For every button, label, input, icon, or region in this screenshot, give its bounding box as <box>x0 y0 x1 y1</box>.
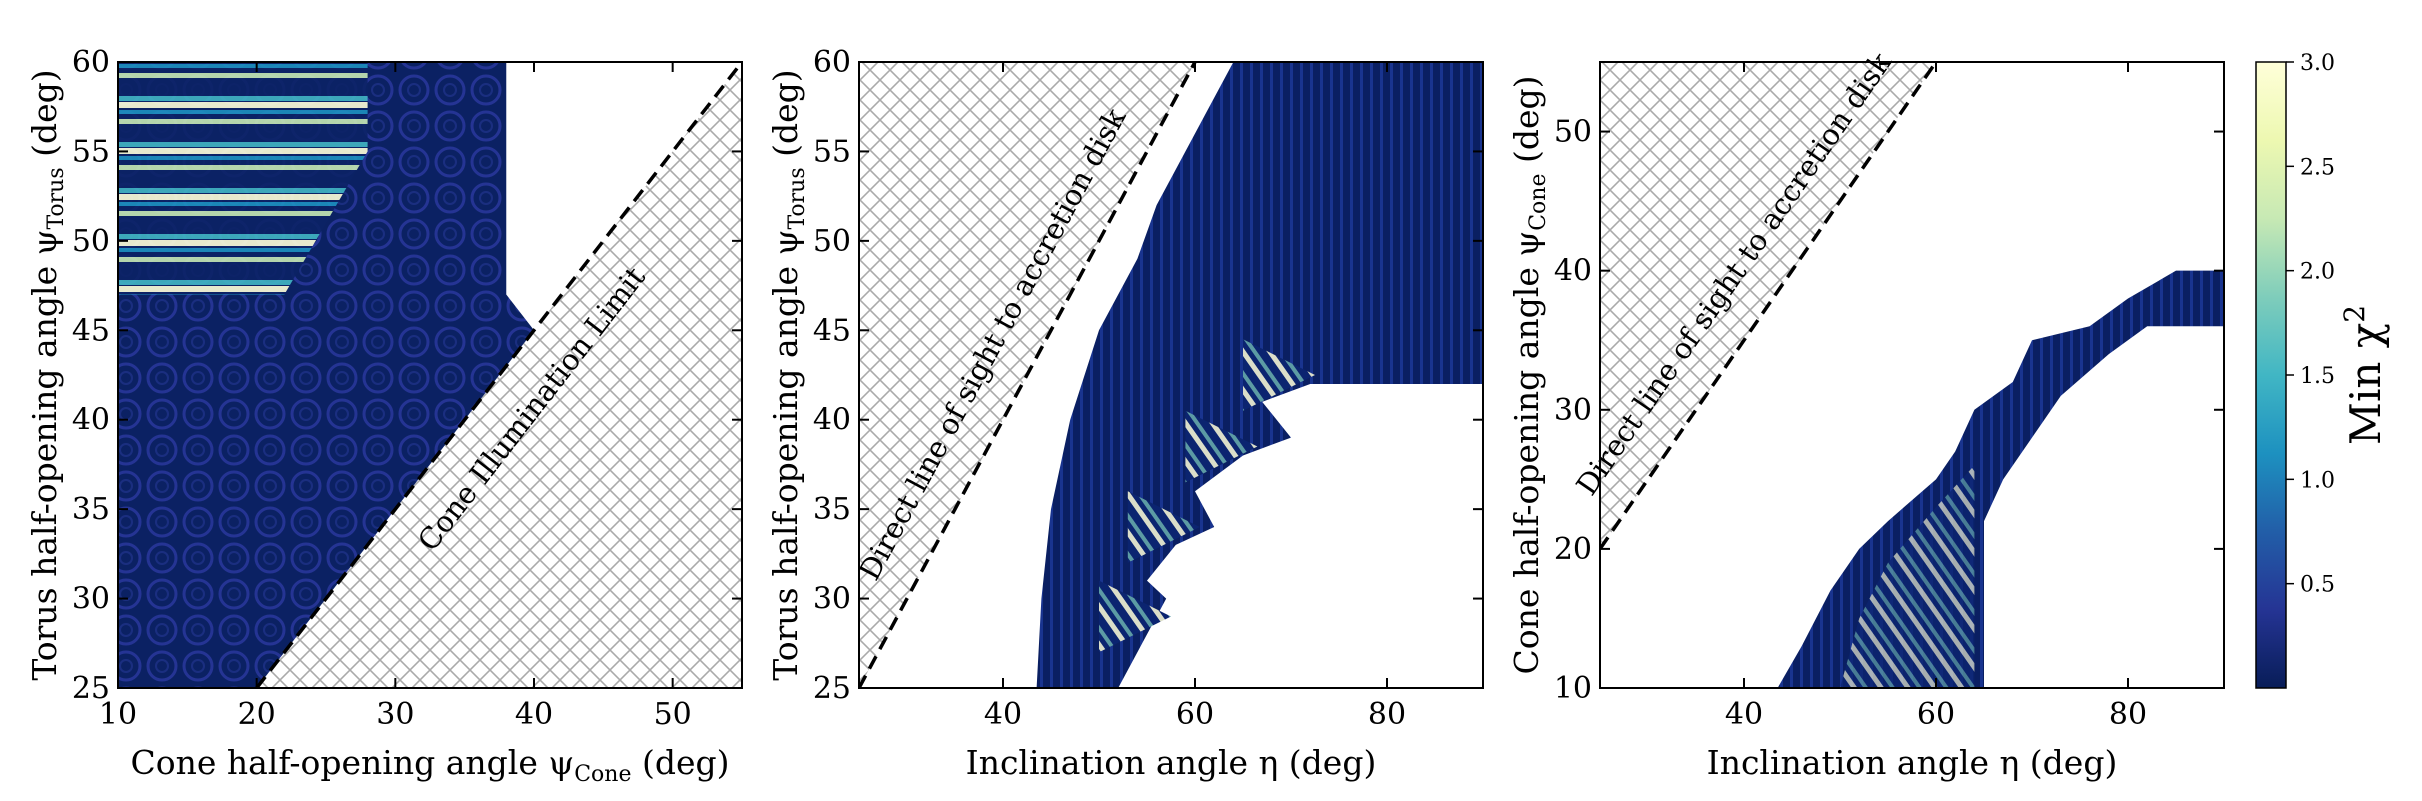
plot-area <box>1600 62 2224 688</box>
y-axis-label-unit: (deg) <box>766 69 805 167</box>
boundary-line <box>859 62 1197 688</box>
colorbar-tick-label: 3.0 <box>2300 51 2335 76</box>
y-tick-label: 50 <box>1554 115 1592 150</box>
y-axis-label-sub: Torus <box>785 167 810 229</box>
plot-area <box>118 62 742 688</box>
x-tick-label: 40 <box>515 697 553 732</box>
x-axis-label-main: Inclination angle η <box>966 743 1279 782</box>
axes-frame <box>117 61 743 689</box>
panel-3: Direct line of sight to accretion disk40… <box>1507 46 2225 782</box>
y-tick-label: 40 <box>813 403 851 438</box>
colorbar-gradient <box>2256 62 2286 688</box>
y-axis-label-unit: (deg) <box>25 69 64 167</box>
x-tick-label: 10 <box>99 697 137 732</box>
bright-band-region <box>118 62 368 295</box>
y-axis-label-main: Torus half-opening angle ψ <box>766 230 805 681</box>
y-tick-label: 45 <box>813 313 851 348</box>
colorbar-tick-label: 0.5 <box>2300 573 2335 598</box>
x-axis-label-main: Inclination angle η <box>1707 743 2020 782</box>
boundary-line <box>1600 62 1938 550</box>
x-tick-label: 20 <box>238 697 276 732</box>
x-tick-label: 40 <box>1725 697 1763 732</box>
colorbar-tick-label: 1.5 <box>2300 364 2335 389</box>
spike-mark <box>1185 410 1258 483</box>
y-tick-label: 50 <box>813 224 851 259</box>
heatmap-region <box>1777 270 2224 688</box>
x-axis-label: Inclination angle η (deg) <box>966 743 1377 782</box>
y-tick-label: 30 <box>72 582 110 617</box>
y-tick-label: 30 <box>1554 393 1592 428</box>
y-tick-label: 40 <box>72 403 110 438</box>
x-axis-label: Inclination angle η (deg) <box>1707 743 2118 782</box>
axes-frame <box>858 61 1484 689</box>
y-axis-label: Torus half-opening angle ψTorus (deg) <box>766 69 810 680</box>
y-axis-label-unit: (deg) <box>1507 75 1546 173</box>
y-tick-label: 35 <box>813 492 851 527</box>
colorbar-tick-label: 2.0 <box>2300 260 2335 285</box>
x-tick-label: 50 <box>654 697 692 732</box>
y-tick-label: 40 <box>1554 254 1592 289</box>
panel-2: Direct line of sight to accretion disk40… <box>766 45 1484 782</box>
y-tick-label: 45 <box>72 313 110 348</box>
y-tick-label: 50 <box>72 224 110 259</box>
x-axis-label-unit: (deg) <box>632 743 730 782</box>
colorbar-label-main: Min χ <box>2341 323 2390 445</box>
x-tick-label: 60 <box>1176 697 1214 732</box>
x-tick-label: 30 <box>376 697 414 732</box>
boundary-line <box>255 62 742 688</box>
y-tick-label: 55 <box>813 134 851 169</box>
y-axis-label-sub: Cone <box>1526 173 1551 230</box>
y-axis-label: Torus half-opening angle ψTorus (deg) <box>25 69 69 680</box>
colorbar-tick-label: 2.5 <box>2300 155 2335 180</box>
x-axis-label-main: Cone half-opening angle ψ <box>130 743 574 782</box>
colorbar: 0.5 1.0 1.5 2.0 2.5 3.0 Min χ2 <box>2255 51 2390 689</box>
x-axis-label-unit: (deg) <box>1278 743 1376 782</box>
y-tick-label: 30 <box>813 582 851 617</box>
x-axis-label-unit: (deg) <box>2019 743 2117 782</box>
stripe-region <box>1840 465 1975 688</box>
plot-area <box>859 62 1483 688</box>
colorbar-label: Min χ2 <box>2338 305 2390 445</box>
y-tick-label: 55 <box>72 134 110 169</box>
x-tick-label: 60 <box>1917 697 1955 732</box>
y-axis-label-main: Torus half-opening angle ψ <box>25 230 64 681</box>
y-tick-label: 60 <box>813 45 851 80</box>
x-axis-label: Cone half-opening angle ψCone (deg) <box>130 743 729 787</box>
axes-frame <box>1599 61 2225 689</box>
y-tick-label: 25 <box>72 671 110 706</box>
y-tick-label: 35 <box>72 492 110 527</box>
x-tick-label: 40 <box>984 697 1022 732</box>
x-tick-label: 80 <box>1368 697 1406 732</box>
y-tick-label: 20 <box>1554 532 1592 567</box>
x-tick-label: 80 <box>2109 697 2147 732</box>
y-tick-label: 10 <box>1554 671 1592 706</box>
colorbar-label-sup: 2 <box>2338 305 2371 323</box>
y-tick-label: 25 <box>813 671 851 706</box>
spike-mark <box>1127 491 1200 563</box>
y-axis-label-sub: Torus <box>44 167 69 229</box>
y-axis-label-main: Cone half-opening angle ψ <box>1507 231 1546 675</box>
colorbar-tick-label: 1.0 <box>2300 468 2335 493</box>
x-axis-label-sub: Cone <box>574 762 631 787</box>
y-axis-label: Cone half-opening angle ψCone (deg) <box>1507 75 1551 674</box>
y-tick-label: 60 <box>72 45 110 80</box>
spike-mark <box>1243 339 1315 411</box>
spike-mark <box>1099 580 1171 653</box>
